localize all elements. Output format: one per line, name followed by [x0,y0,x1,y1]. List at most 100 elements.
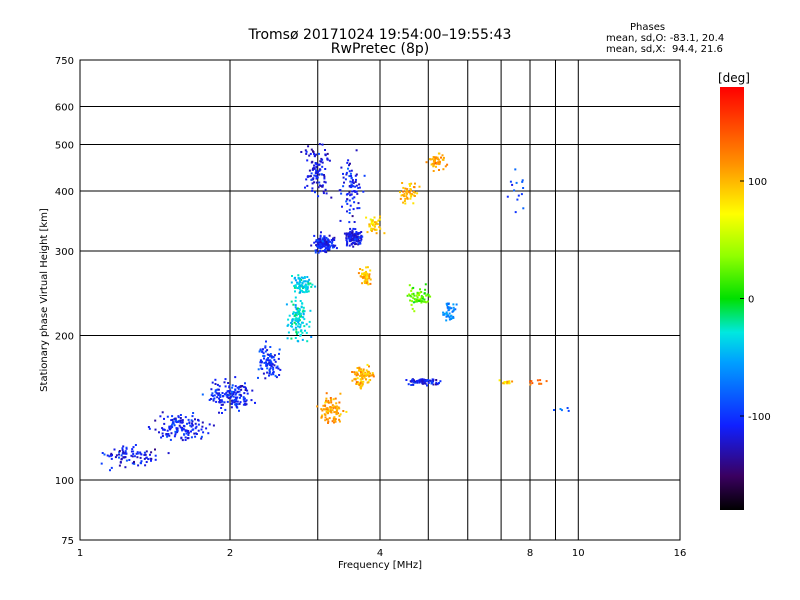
data-point [293,285,296,287]
data-point [430,163,433,166]
data-point [349,204,352,207]
data-point [446,315,449,318]
data-point [229,396,232,399]
data-point [445,302,448,305]
data-point [410,289,413,292]
data-point [110,454,113,457]
data-point [450,307,453,310]
data-point [186,429,189,432]
data-point [350,169,353,172]
data-point [124,450,127,453]
data-point [122,456,125,459]
data-point [416,381,419,384]
data-point [161,427,164,430]
data-point [125,459,128,462]
data-point [334,418,337,421]
data-point [356,377,359,380]
data-point [301,338,304,341]
data-point [355,190,358,193]
data-point [336,407,339,410]
data-point [367,381,370,384]
data-point [433,161,436,164]
data-point [292,328,295,331]
data-point [320,157,323,160]
data-point [210,394,213,397]
data-point [264,346,267,349]
data-point [348,170,351,173]
data-point [368,277,371,280]
data-point [332,398,335,401]
data-point [305,285,307,288]
data-point [425,294,428,297]
data-point [410,295,413,298]
data-point [442,311,445,314]
data-point [301,321,304,324]
data-point [186,431,189,433]
data-point [332,406,335,409]
data-point [432,379,435,382]
data-point [213,397,216,400]
colorbar-tick-label: 0 [748,295,754,306]
data-point [246,392,249,395]
data-point [306,159,309,162]
data-point [360,236,362,239]
data-point [360,231,363,233]
data-point [379,227,382,230]
data-point [370,230,373,232]
data-point [262,355,265,357]
data-point [363,174,366,177]
data-point [445,315,448,318]
data-point [167,452,170,455]
data-point [314,251,317,254]
data-point [406,188,409,191]
data-point [322,245,325,248]
data-point [358,232,361,235]
data-point [231,401,234,404]
data-point [365,374,368,377]
data-point [325,407,328,410]
data-point [319,234,322,237]
data-point [278,374,281,376]
data-point [539,379,542,382]
data-point [148,427,151,430]
data-point [294,337,297,339]
data-point [303,285,306,288]
data-point [330,398,333,401]
data-point [226,396,229,398]
data-point [353,241,356,244]
data-point [244,389,247,391]
data-point [326,247,329,250]
data-point [236,403,239,406]
data-point [359,268,362,270]
data-point [315,175,318,177]
data-point [444,165,447,168]
data-point [235,402,238,405]
data-point [368,379,371,382]
data-point [169,427,172,430]
data-point [290,337,293,340]
data-point [426,300,429,303]
data-point [244,400,247,403]
data-point [328,234,331,237]
data-point [212,394,214,397]
data-point [197,429,200,432]
data-point [321,185,324,188]
data-point [347,237,350,240]
data-point [358,367,361,370]
data-point [169,438,172,441]
data-point [161,432,164,435]
data-point [339,392,342,395]
data-point [277,367,280,370]
data-point [427,381,430,384]
data-point [432,170,435,172]
data-point [323,180,326,183]
data-point [315,181,318,184]
data-point [226,390,229,393]
data-point [307,283,310,286]
data-point [327,401,330,404]
data-point [298,310,300,313]
data-point [419,378,422,381]
data-point [190,419,193,422]
data-point [239,385,242,388]
data-point [321,143,324,146]
